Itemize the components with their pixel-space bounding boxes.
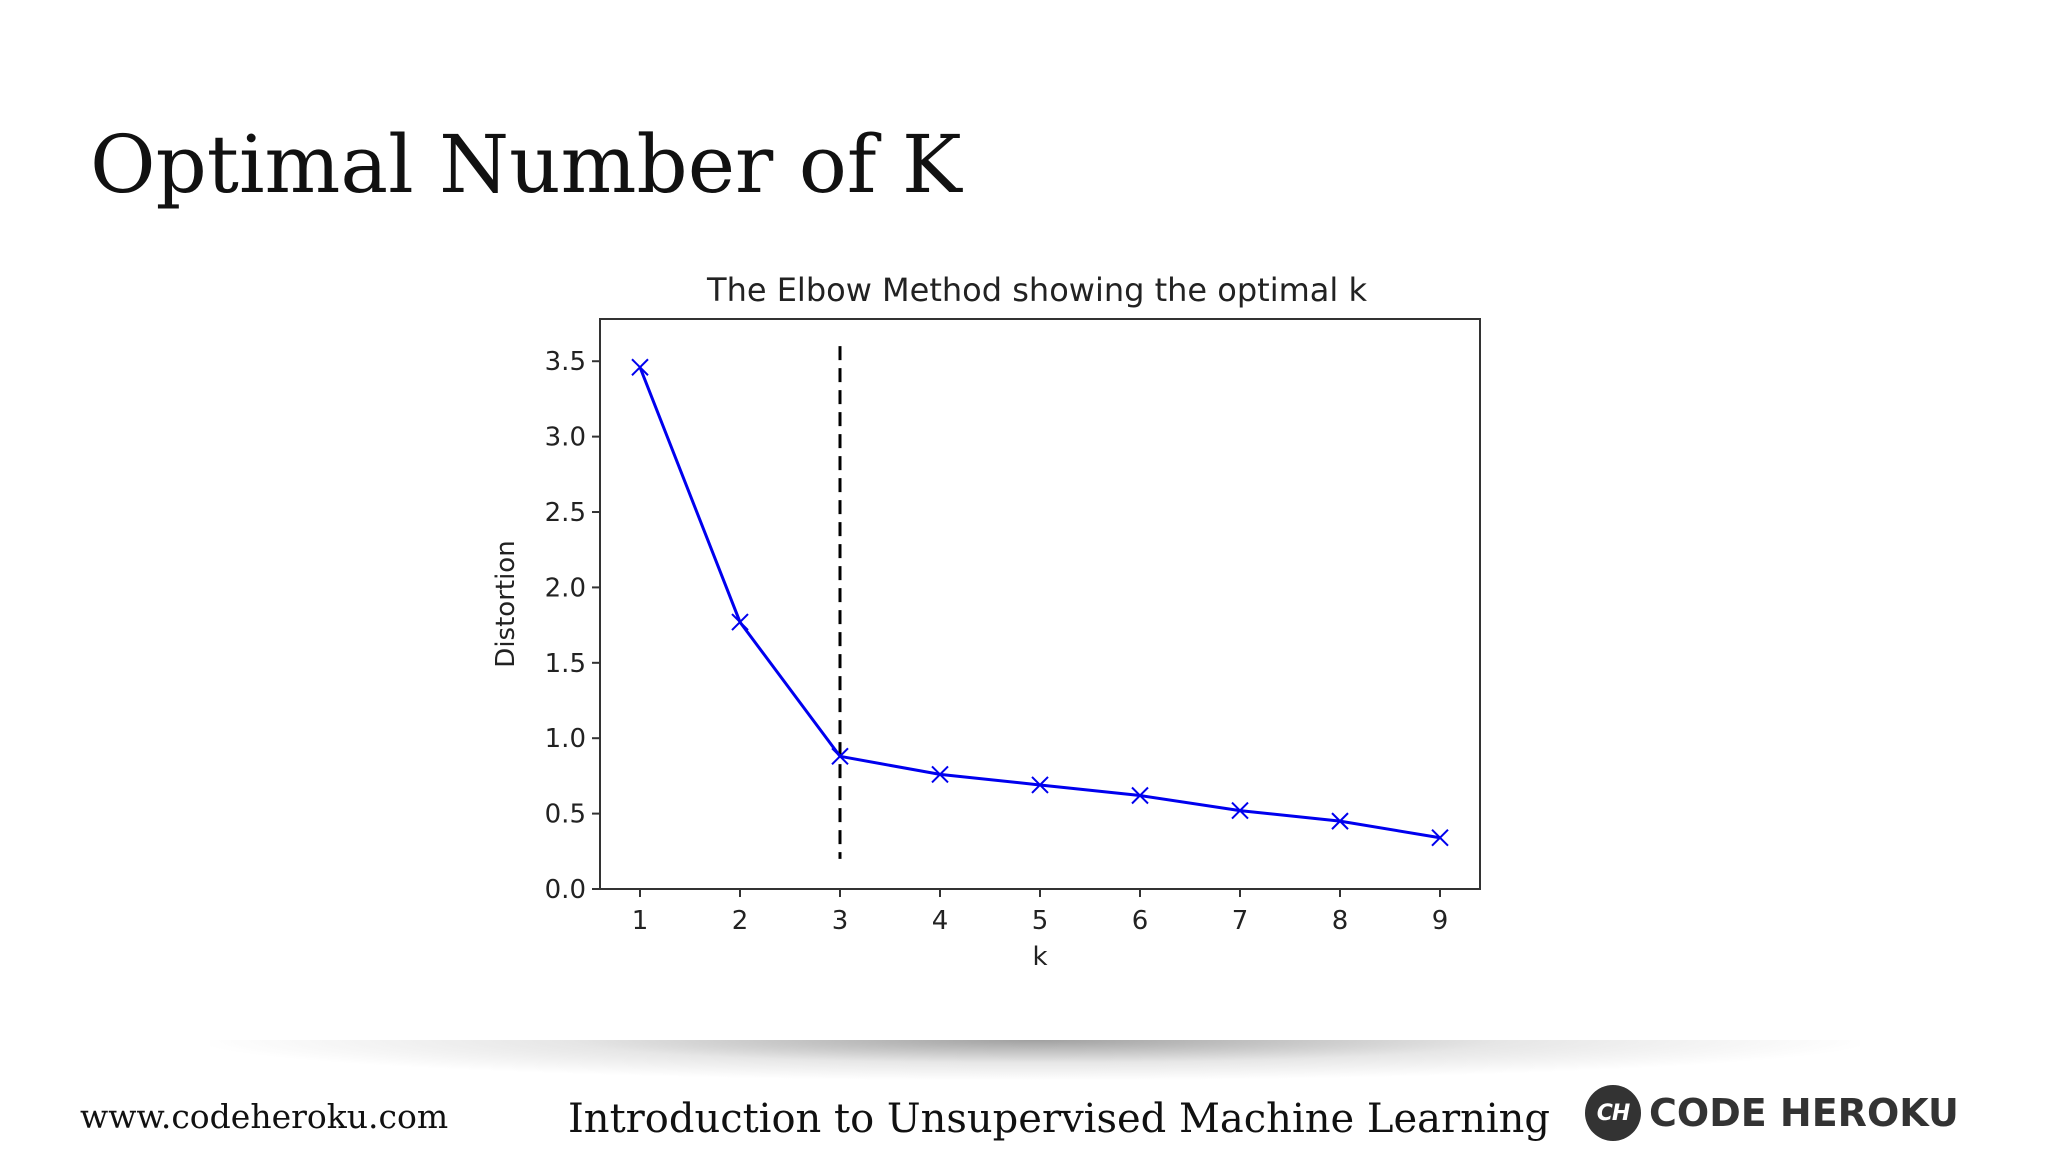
x-tick-label: 1 bbox=[632, 906, 649, 936]
data-point-x-marker bbox=[1231, 801, 1249, 820]
brand: CH CODE HEROKU bbox=[1585, 1083, 1959, 1143]
slide-title: Optimal Number of K bbox=[90, 118, 962, 211]
data-point-x-marker bbox=[931, 765, 949, 784]
x-tick-label: 3 bbox=[832, 906, 849, 936]
x-tick-label: 5 bbox=[1032, 906, 1049, 936]
y-tick-label: 1.5 bbox=[545, 649, 586, 679]
x-tick-label: 7 bbox=[1232, 906, 1249, 936]
y-tick-label: 0.5 bbox=[545, 800, 586, 830]
x-tick-label: 8 bbox=[1332, 906, 1349, 936]
x-tick-label: 6 bbox=[1132, 906, 1149, 936]
data-point-x-marker bbox=[831, 747, 849, 766]
data-point-x-marker bbox=[631, 358, 649, 376]
y-tick-label: 3.0 bbox=[545, 423, 586, 453]
footer-url[interactable]: www.codeheroku.com bbox=[80, 1097, 449, 1136]
plot-frame bbox=[599, 318, 1481, 890]
data-point-x-marker bbox=[1431, 829, 1449, 847]
y-tick-label: 0.0 bbox=[545, 875, 586, 905]
brand-name: CODE HEROKU bbox=[1649, 1091, 1959, 1135]
elbow-chart: The Elbow Method showing the optimal k 1… bbox=[491, 271, 1481, 972]
y-tick-label: 2.0 bbox=[545, 573, 586, 603]
data-point-x-marker bbox=[1131, 786, 1149, 805]
y-tick-label: 1.0 bbox=[545, 724, 586, 754]
footer-course-title: Introduction to Unsupervised Machine Lea… bbox=[568, 1096, 1551, 1142]
x-tick-label: 9 bbox=[1432, 906, 1449, 936]
data-point-x-marker bbox=[731, 613, 749, 631]
y-tick-label: 2.5 bbox=[545, 498, 586, 528]
chart-title: The Elbow Method showing the optimal k bbox=[706, 271, 1367, 309]
data-point-x-marker bbox=[1331, 812, 1349, 830]
x-axis-label: k bbox=[1032, 942, 1047, 972]
x-tick-label: 4 bbox=[932, 906, 949, 936]
y-tick-label: 3.5 bbox=[545, 347, 586, 377]
brand-logo-icon: CH bbox=[1585, 1085, 1641, 1141]
axis-ticks: 1 2 3 4 5 6 7 8 9 0.0 0.5 1.0 1.5 2.0 2.5 3.0 3.5 bbox=[545, 347, 1449, 936]
x-tick-label: 2 bbox=[732, 906, 749, 936]
footer-shadow-divider bbox=[210, 1040, 1860, 1080]
chart-marks bbox=[631, 346, 1449, 859]
y-axis-label: Distortion bbox=[491, 540, 521, 667]
data-point-x-marker bbox=[1031, 776, 1049, 794]
